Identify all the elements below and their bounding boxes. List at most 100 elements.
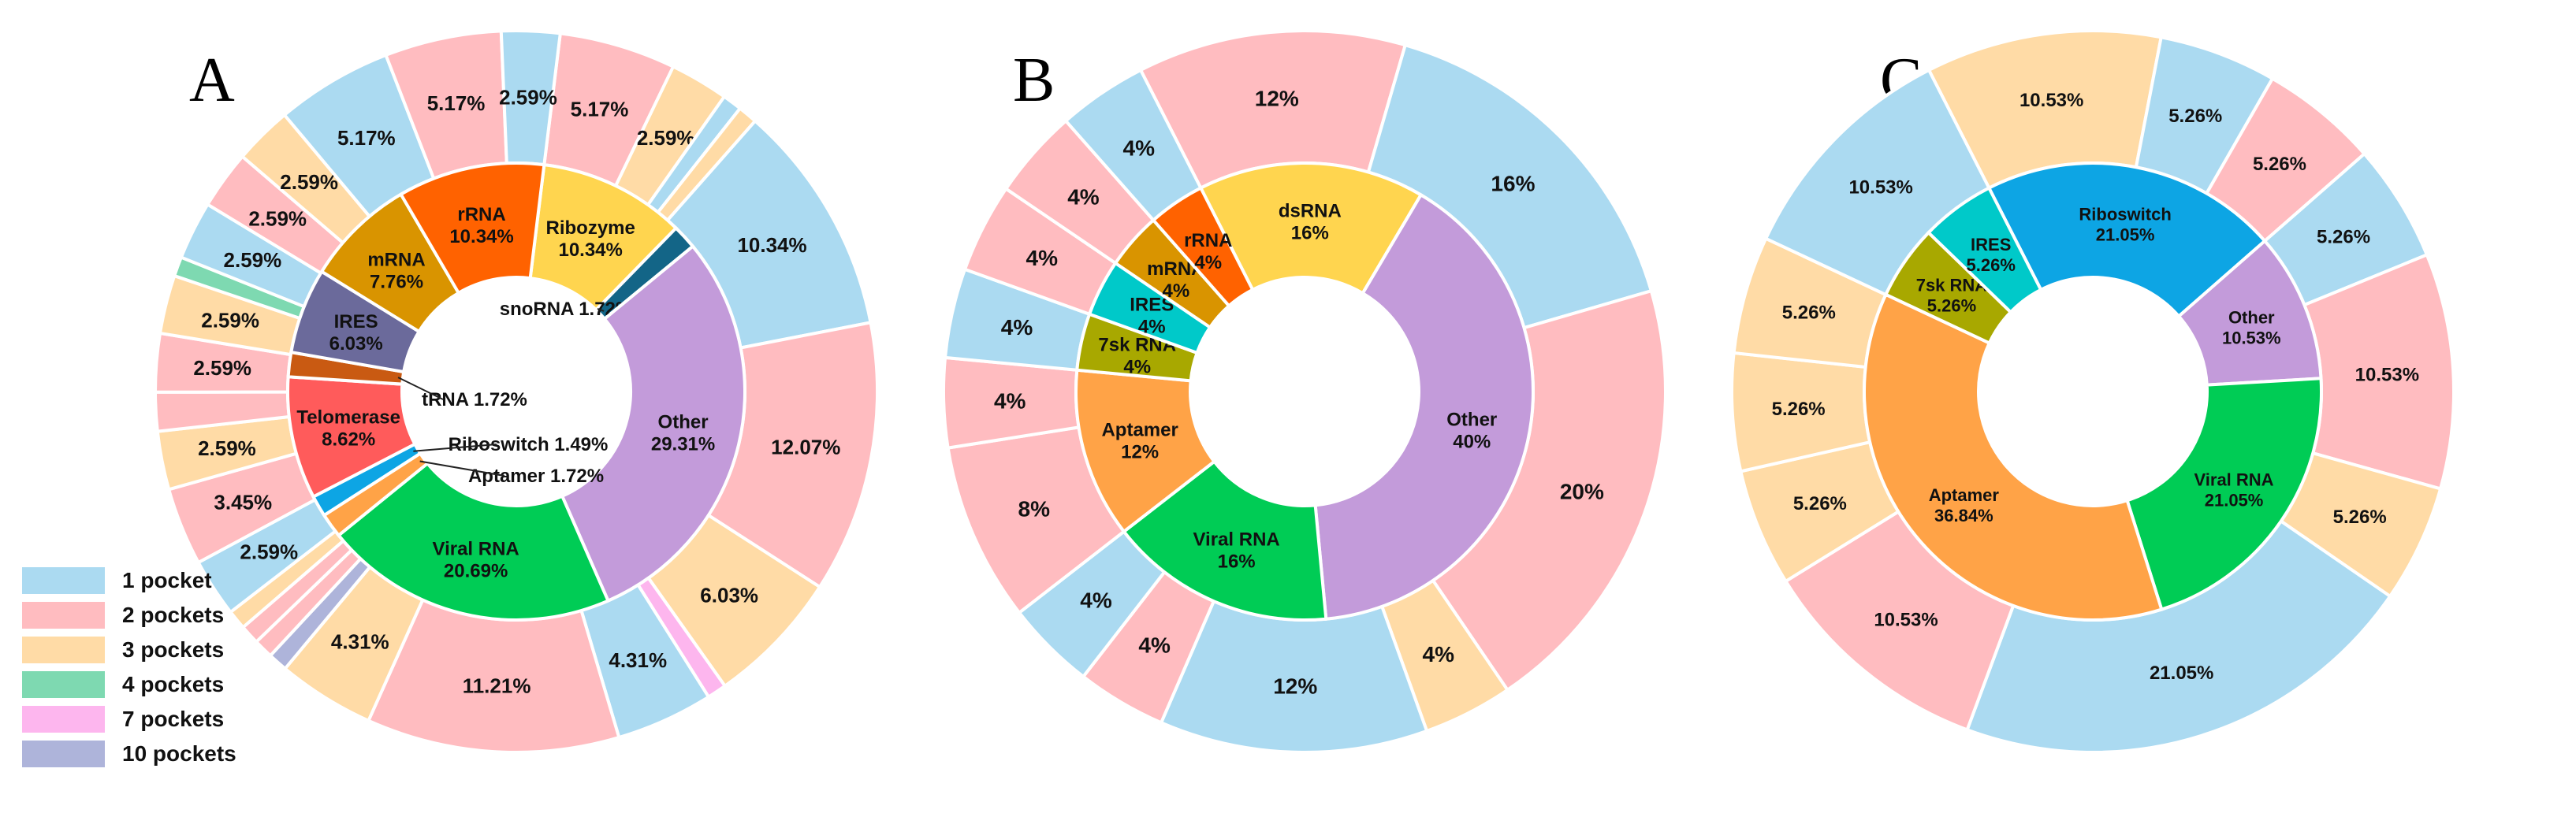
- inner-slice: [398, 161, 546, 295]
- inner-slice-name: Riboswitch: [2079, 204, 2171, 224]
- outer-slice-label: 2.59%: [499, 85, 557, 109]
- inner-slice-name: Other: [2228, 308, 2275, 328]
- outer-slice-label: 4.31%: [331, 629, 389, 653]
- outer-slice-label: 4%: [994, 389, 1026, 414]
- inner-slice-label: 8.62%: [322, 429, 375, 451]
- inner-slice-label: 21.05%: [2096, 225, 2155, 244]
- inner-slice: [1074, 368, 1217, 534]
- outer-slice-label: 8%: [1018, 496, 1051, 521]
- outer-slice-label: 12.07%: [771, 436, 840, 459]
- legend-swatch: [22, 637, 105, 663]
- inner-slice-label: 6.03%: [329, 333, 383, 355]
- inner-slice: [1151, 185, 1255, 309]
- outer-slice-label: 5.17%: [427, 91, 486, 115]
- inner-slice-name: mRNA: [367, 249, 425, 270]
- inner-slice-label: tRNA 1.72%: [422, 389, 527, 410]
- outer-slice-label: 2.59%: [201, 309, 259, 332]
- legend-item: 7 pockets: [22, 702, 236, 737]
- panel-letter: B: [1013, 46, 1055, 115]
- outer-slice-label: 12%: [1255, 86, 1299, 110]
- legend-item: 3 pockets: [22, 633, 236, 667]
- legend-item: 2 pockets: [22, 598, 236, 633]
- outer-slice-label: 5.26%: [2253, 154, 2306, 175]
- donut-chart-B: B 12%16%20%4%12%4%4%8%4%4%4%4%4%dsRNA16%O…: [942, 29, 1667, 754]
- inner-slice-name: dsRNA: [1279, 201, 1342, 222]
- legend-label: 1 pocket: [122, 568, 212, 592]
- legend-item: 10 pockets: [22, 737, 236, 771]
- inner-slice-label: 40%: [1453, 431, 1491, 452]
- legend-label: 3 pockets: [122, 637, 225, 662]
- legend-swatch: [22, 671, 105, 698]
- legend-item: 1 pocket: [22, 563, 236, 598]
- outer-slice-label: 5.26%: [1772, 399, 1826, 420]
- legend: 1 pocket 2 pockets 3 pockets 4 pockets 7…: [22, 563, 236, 771]
- outer-slice-label: 4%: [1067, 184, 1100, 209]
- inner-slice: [1198, 161, 1424, 295]
- outer-slice-label: 2.59%: [248, 207, 307, 231]
- outer-slice-label: 20%: [1560, 479, 1604, 503]
- outer-slice-label: 11.21%: [463, 674, 531, 697]
- inner-slice: [336, 461, 611, 622]
- legend-swatch: [22, 567, 105, 594]
- outer-slice-label: 10.53%: [2019, 90, 2083, 111]
- inner-slice-label: 4%: [1163, 280, 1190, 302]
- inner-slice-name: Other: [1446, 409, 1497, 430]
- donut-chart-C: C 10.53%5.26%5.26%5.26%10.53%5.26%21.05%1…: [1730, 29, 2455, 754]
- inner-slice-label: 5.26%: [1967, 255, 2016, 275]
- outer-slice-label: 10.53%: [2355, 365, 2419, 386]
- inner-slice: [1863, 292, 2164, 622]
- outer-slice-label: 5.17%: [337, 126, 396, 150]
- outer-slice-label: 4%: [1080, 588, 1112, 612]
- outer-slice-label: 2.59%: [198, 436, 256, 460]
- inner-slice-name: Viral RNA: [433, 538, 519, 559]
- outer-slice-label: 5.26%: [1793, 493, 1847, 514]
- outer-slice-label: 10.53%: [1848, 176, 1912, 198]
- legend-swatch: [22, 741, 105, 767]
- inner-slice-name: Telomerase: [296, 407, 400, 429]
- legend-label: 7 pockets: [122, 707, 225, 731]
- inner-slice-label: 4%: [1138, 316, 1166, 337]
- inner-slice: [560, 243, 746, 603]
- outer-slice-label: 2.59%: [240, 540, 298, 564]
- outer-slice-label: 4%: [1026, 246, 1059, 270]
- outer-slice-label: 21.05%: [2150, 663, 2213, 684]
- outer-slice-label: 5.26%: [2317, 227, 2370, 248]
- inner-slice-label: 5.26%: [1927, 296, 1976, 316]
- inner-slice-label: 10.34%: [558, 239, 622, 261]
- inner-slice-label: 21.05%: [2205, 490, 2264, 510]
- outer-slice-label: 5.26%: [2333, 507, 2387, 528]
- outer-slice-label: 5.26%: [2168, 106, 2222, 127]
- panel-letter: A: [189, 46, 235, 115]
- inner-slice-label: 16%: [1218, 551, 1256, 573]
- outer-slice-label: 16%: [1491, 171, 1535, 195]
- inner-slice: [2125, 377, 2323, 612]
- inner-slice: [1926, 185, 2043, 314]
- inner-slice-label: 36.84%: [1934, 506, 1993, 525]
- leader-line: [413, 444, 497, 452]
- inner-slice: [1986, 161, 2267, 319]
- outer-slice-label: 4.31%: [609, 648, 667, 672]
- donut-chart-A: A 5.17% 2.59% 10.34% 12.07% 6.03% 4.31% 11.21% 4…: [153, 29, 879, 754]
- inner-slice-name: rRNA: [1184, 230, 1232, 251]
- legend-swatch: [22, 602, 105, 629]
- inner-slice-label: Riboswitch 1.49%: [449, 434, 609, 455]
- inner-slice-name: Aptamer: [1929, 485, 2000, 505]
- legend-label: 4 pockets: [122, 672, 225, 696]
- inner-slice-label: 10.34%: [449, 226, 513, 247]
- leader-line: [419, 460, 505, 477]
- outer-slice-label: 5.17%: [571, 97, 629, 121]
- outer-slice-label: 10.53%: [1874, 610, 1938, 631]
- inner-slice-name: Other: [658, 411, 709, 432]
- inner-slice-label: 4%: [1194, 252, 1222, 273]
- inner-slice: [1313, 192, 1535, 621]
- outer-slice-label: 5.26%: [1782, 303, 1836, 324]
- inner-slice-name: IRES: [1971, 235, 2011, 254]
- outer-slice-label: 10.34%: [737, 233, 806, 257]
- outer-slice-label: 4%: [1423, 642, 1455, 666]
- leader-line: [397, 377, 444, 400]
- legend-label: 2 pockets: [122, 603, 225, 627]
- outer-slice-label: 12%: [1273, 674, 1317, 699]
- inner-slice: [1122, 459, 1328, 622]
- inner-slice-name: rRNA: [457, 204, 505, 225]
